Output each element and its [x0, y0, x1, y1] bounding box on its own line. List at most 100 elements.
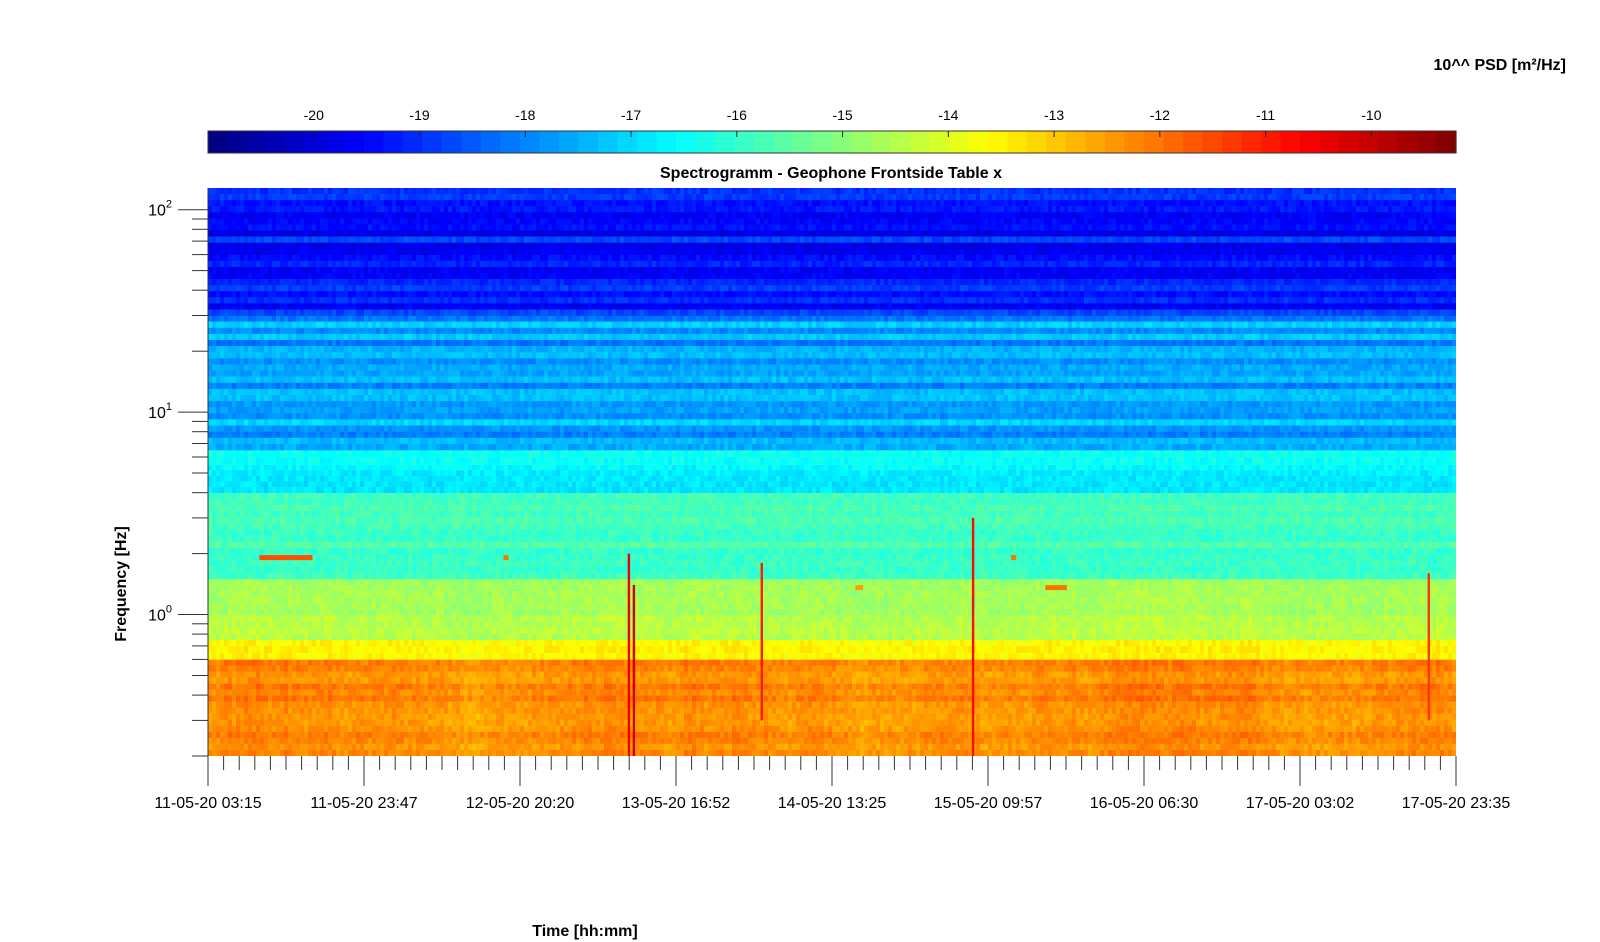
heatmap-cell [1276, 678, 1280, 684]
heatmap-cell [1012, 659, 1016, 665]
heatmap-cell [776, 702, 780, 708]
heatmap-cell [1048, 666, 1052, 672]
heatmap-cell [520, 738, 524, 744]
heatmap-cell [1388, 744, 1392, 750]
heatmap-cell [980, 738, 984, 744]
heatmap-cell [216, 690, 220, 696]
heatmap-cell [1120, 678, 1124, 684]
heatmap-cell [612, 666, 616, 672]
heatmap-cell [868, 696, 872, 702]
heatmap-cell [1032, 726, 1036, 732]
heatmap-cell [988, 678, 992, 684]
heatmap-cell [1180, 684, 1184, 690]
heatmap-cell [1124, 678, 1128, 684]
heatmap-cell [1092, 672, 1096, 678]
heatmap-cell [392, 690, 396, 696]
heatmap-cell [584, 672, 588, 678]
heatmap-cell [1220, 714, 1224, 720]
heatmap-cell [480, 738, 484, 744]
heatmap-cell [780, 738, 784, 744]
heatmap-cell [740, 726, 744, 732]
heatmap-cell [464, 726, 468, 732]
heatmap-cell [796, 690, 800, 696]
heatmap-cell [1280, 732, 1284, 738]
heatmap-cell [1012, 666, 1016, 672]
heatmap-cell [1356, 714, 1360, 720]
heatmap-cell [1100, 678, 1104, 684]
heatmap-cell [1068, 666, 1072, 672]
heatmap-cell [1000, 702, 1004, 708]
heatmap-cell [512, 732, 516, 738]
heatmap-cell [1048, 690, 1052, 696]
heatmap-cell [1312, 726, 1316, 732]
heatmap-cell [360, 720, 364, 726]
heatmap-cell [1128, 732, 1132, 738]
heatmap-cell [304, 690, 308, 696]
heatmap-cell [484, 696, 488, 702]
heatmap-cell [1396, 738, 1400, 744]
heatmap-cell [936, 672, 940, 678]
heatmap-cell [504, 659, 508, 665]
heatmap-cell [1292, 702, 1296, 708]
heatmap-cell [1140, 659, 1144, 665]
heatmap-cell [596, 696, 600, 702]
heatmap-cell [364, 672, 368, 678]
heatmap-cell [1080, 708, 1084, 714]
heatmap-cell [420, 744, 424, 750]
heatmap-cell [392, 696, 396, 702]
heatmap-cell [904, 690, 908, 696]
heatmap-cell [1020, 726, 1024, 732]
heatmap-cell [552, 726, 556, 732]
heatmap-cell [900, 738, 904, 744]
heatmap-cell [268, 732, 272, 738]
heatmap-cell [412, 732, 416, 738]
heatmap-cell [688, 726, 692, 732]
heatmap-cell [1156, 726, 1160, 732]
heatmap-cell [432, 732, 436, 738]
heatmap-cell [1272, 738, 1276, 744]
heatmap-cell [1448, 684, 1452, 690]
heatmap-cell [280, 684, 284, 690]
heatmap-cell [592, 750, 596, 756]
heatmap-cell [580, 732, 584, 738]
heatmap-cell [1084, 720, 1088, 726]
heatmap-cell [508, 696, 512, 702]
heatmap-cell [484, 659, 488, 665]
heatmap-cell [540, 708, 544, 714]
heatmap-cell [576, 702, 580, 708]
heatmap-cell [848, 672, 852, 678]
heatmap-cell [440, 744, 444, 750]
heatmap-cell [796, 678, 800, 684]
heatmap-cell [1328, 684, 1332, 690]
heatmap-cell [240, 726, 244, 732]
heatmap-cell [1364, 666, 1368, 672]
heatmap-cell [500, 659, 504, 665]
heatmap-cell [244, 750, 248, 756]
heatmap-cell [1184, 726, 1188, 732]
heatmap-cell [988, 702, 992, 708]
heatmap-cell [496, 678, 500, 684]
heatmap-cell [552, 720, 556, 726]
heatmap-cell [492, 696, 496, 702]
heatmap-cell [1008, 696, 1012, 702]
heatmap-cell [384, 672, 388, 678]
heatmap-cell [316, 690, 320, 696]
heatmap-cell [1040, 696, 1044, 702]
heatmap-cell [1100, 702, 1104, 708]
heatmap-cell [1128, 684, 1132, 690]
heatmap-cell [780, 690, 784, 696]
heatmap-cell [344, 714, 348, 720]
heatmap-cell [1164, 726, 1168, 732]
colorbar-tick-label: -17 [621, 107, 641, 123]
heatmap-cell [848, 738, 852, 744]
heatmap-cell [512, 690, 516, 696]
heatmap-cell [1152, 684, 1156, 690]
heatmap-cell [804, 684, 808, 690]
heatmap-cell [836, 732, 840, 738]
heatmap-cell [848, 666, 852, 672]
heatmap-cell [1200, 702, 1204, 708]
heatmap-cell [1336, 732, 1340, 738]
heatmap-cell [1164, 738, 1168, 744]
heatmap-cell [996, 708, 1000, 714]
heatmap-cell [832, 750, 836, 756]
